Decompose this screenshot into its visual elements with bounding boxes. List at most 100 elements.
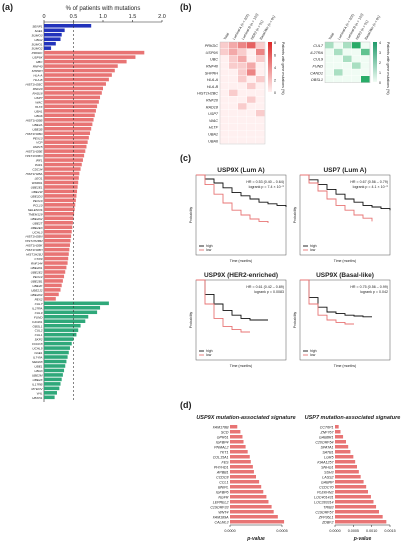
heatmap-1-cell <box>256 137 265 144</box>
heatmap-2-border <box>324 41 371 83</box>
heatmap-1-row-label: WAC <box>209 119 218 123</box>
heatmap-1-row-label: UBC <box>210 58 218 62</box>
km-usp7-luma-hr: HR = 0.67 (0.56 – 0.79) <box>350 180 388 184</box>
heatmap-1-cell <box>238 116 247 124</box>
panel-a-gene-label: CAND1 <box>32 320 43 324</box>
panel-a-gene-label: UBA3 <box>34 369 42 373</box>
heatmap-1-cell <box>220 96 229 103</box>
panel-a-gene-label: UBE2A <box>32 123 42 127</box>
panel-a-gene-label: USP15 <box>33 145 43 149</box>
panel-a-bar <box>44 377 62 382</box>
panel-a-bar <box>44 180 79 185</box>
panel-a-bar <box>44 234 72 238</box>
heatmap-2-cell <box>361 76 370 83</box>
heatmap-1-row-label: HIST1H2BC <box>197 92 218 96</box>
panel-a-bar <box>44 265 67 270</box>
panel-a-bar <box>44 391 57 395</box>
panel-a-gene-label: UBE2M <box>32 374 43 378</box>
sig-usp7-category-label: CCT6P1 <box>320 426 334 430</box>
panel-a-bar <box>44 346 70 350</box>
heatmap-2-cell <box>334 62 343 69</box>
panel-a-gene-label: CUL1 <box>35 333 43 337</box>
heatmap-1-cell <box>229 130 238 137</box>
panel-a-bar <box>44 77 109 82</box>
panel-a-gene-label: UBE2F <box>33 378 44 382</box>
panel-a-gene-label: HIST1H2BN <box>25 235 43 239</box>
panel-a-bar <box>44 104 98 109</box>
sig-usp7-xlabel: p-value <box>353 536 372 542</box>
heatmap-1-cell <box>247 55 256 62</box>
panel-a-bar <box>44 122 93 127</box>
heatmap-1-cell <box>247 137 256 144</box>
km-usp9x-her2-hr: HR = 0.61 (0.42 – 0.89) <box>246 285 284 289</box>
heatmap-1-cell <box>238 76 247 83</box>
heatmap-1-row-label: HLA-A <box>207 78 219 82</box>
panel-a-bar <box>44 24 92 28</box>
heatmap-1-cell <box>229 48 238 56</box>
panel-a-bar <box>44 283 62 288</box>
panel-a-bar <box>44 261 68 265</box>
km-usp9x-luma-legend-label: high <box>206 244 213 248</box>
heatmap-1-cell <box>220 42 229 49</box>
heatmap-1-cell <box>220 76 229 83</box>
panel-a-gene-label: TMEM129 <box>28 212 43 216</box>
panel-a-gene-label: PRKDC <box>32 51 44 55</box>
km-usp9x-luma-title: USP9X (Lum A) <box>217 167 264 174</box>
sig-usp7-xtick-label: 0.0005 <box>348 529 359 533</box>
panel-a-bar <box>44 310 98 315</box>
panel-a-bar <box>44 167 81 171</box>
sig-usp9x-bar <box>230 470 254 474</box>
panel-a-gene-label: HIST1H2BB <box>26 118 43 122</box>
km-usp9x-luma-legend-label: low <box>206 248 212 252</box>
sig-usp7-category-label: GABBR1 <box>319 436 334 440</box>
heatmap-1-col-label: Basal-like (n = 91) <box>259 15 276 41</box>
panel-a-bar <box>44 229 72 234</box>
heatmap-2-legend-tick: 3 <box>379 51 381 55</box>
sig-usp9x-xtick-label: 0.0000 <box>224 529 235 533</box>
panel-a-bar <box>44 176 79 180</box>
sig-usp7-category-label: LGR5 <box>324 456 333 460</box>
sig-usp9x-bar <box>230 510 274 514</box>
heatmap-1-cell <box>220 116 229 124</box>
heatmap-2-cell <box>352 55 361 62</box>
heatmap-1-cell <box>229 123 238 130</box>
panel-a-bar <box>44 337 74 341</box>
sig-usp9x-category-label: TKT1 <box>220 451 229 455</box>
heatmap-2-row-label: OBSL1 <box>311 78 323 82</box>
km-usp9x-luma-logrank: logrank p = 7.4 × 10⁻⁶ <box>249 185 285 189</box>
heatmap-1-cell <box>220 137 229 144</box>
sig-usp7-category-label: C19ORF57 <box>315 511 334 515</box>
panel-a-bar <box>44 185 78 189</box>
panel-a-bar <box>44 118 94 122</box>
heatmap-1-cell <box>238 110 247 117</box>
sig-usp9x-bar <box>230 475 256 479</box>
panel-a-bar <box>44 292 59 297</box>
sig-usp9x-category-label: FES <box>222 461 230 465</box>
heatmap-1-row-label: HLTF <box>209 126 219 130</box>
panel-a-bar <box>44 341 72 346</box>
panel-a-gene-label: PEX10 <box>33 199 43 203</box>
heatmap-1-legend <box>268 42 272 92</box>
panel-a-bar <box>44 216 74 221</box>
heatmap-1-cell <box>238 137 247 144</box>
panel-a-gene-label: UBE2D2 <box>30 217 42 221</box>
panel-a-gene-label: HIST1H2BA <box>26 172 43 176</box>
heatmap-2-cell <box>352 48 361 56</box>
heatmap-1-cell <box>220 130 229 137</box>
sig-usp9x-category-label: PNMAL2 <box>214 446 228 450</box>
sig-usp7-bar <box>335 505 377 509</box>
heatmap-1-cell <box>256 103 265 110</box>
heatmap-2-cell <box>352 69 361 76</box>
panel-a-bar <box>44 332 77 337</box>
heatmap-2-cell <box>334 55 343 62</box>
km-usp9x-basal-hr: HR = 0.75 (0.56 – 0.99) <box>350 285 388 289</box>
panel-a-bar <box>44 323 81 328</box>
panel-a-bar <box>44 126 92 131</box>
panel-a-gene-label: UBC <box>36 60 43 64</box>
heatmap-2-cell <box>334 76 343 83</box>
sig-usp9x-bar <box>230 435 243 439</box>
sig-usp7-category-label: LOC283314 <box>314 501 333 505</box>
km-usp9x-her2-series-high <box>196 279 268 321</box>
panel-a-gene-label: SUMO2 <box>31 47 42 51</box>
panel-a-bar <box>44 247 70 252</box>
